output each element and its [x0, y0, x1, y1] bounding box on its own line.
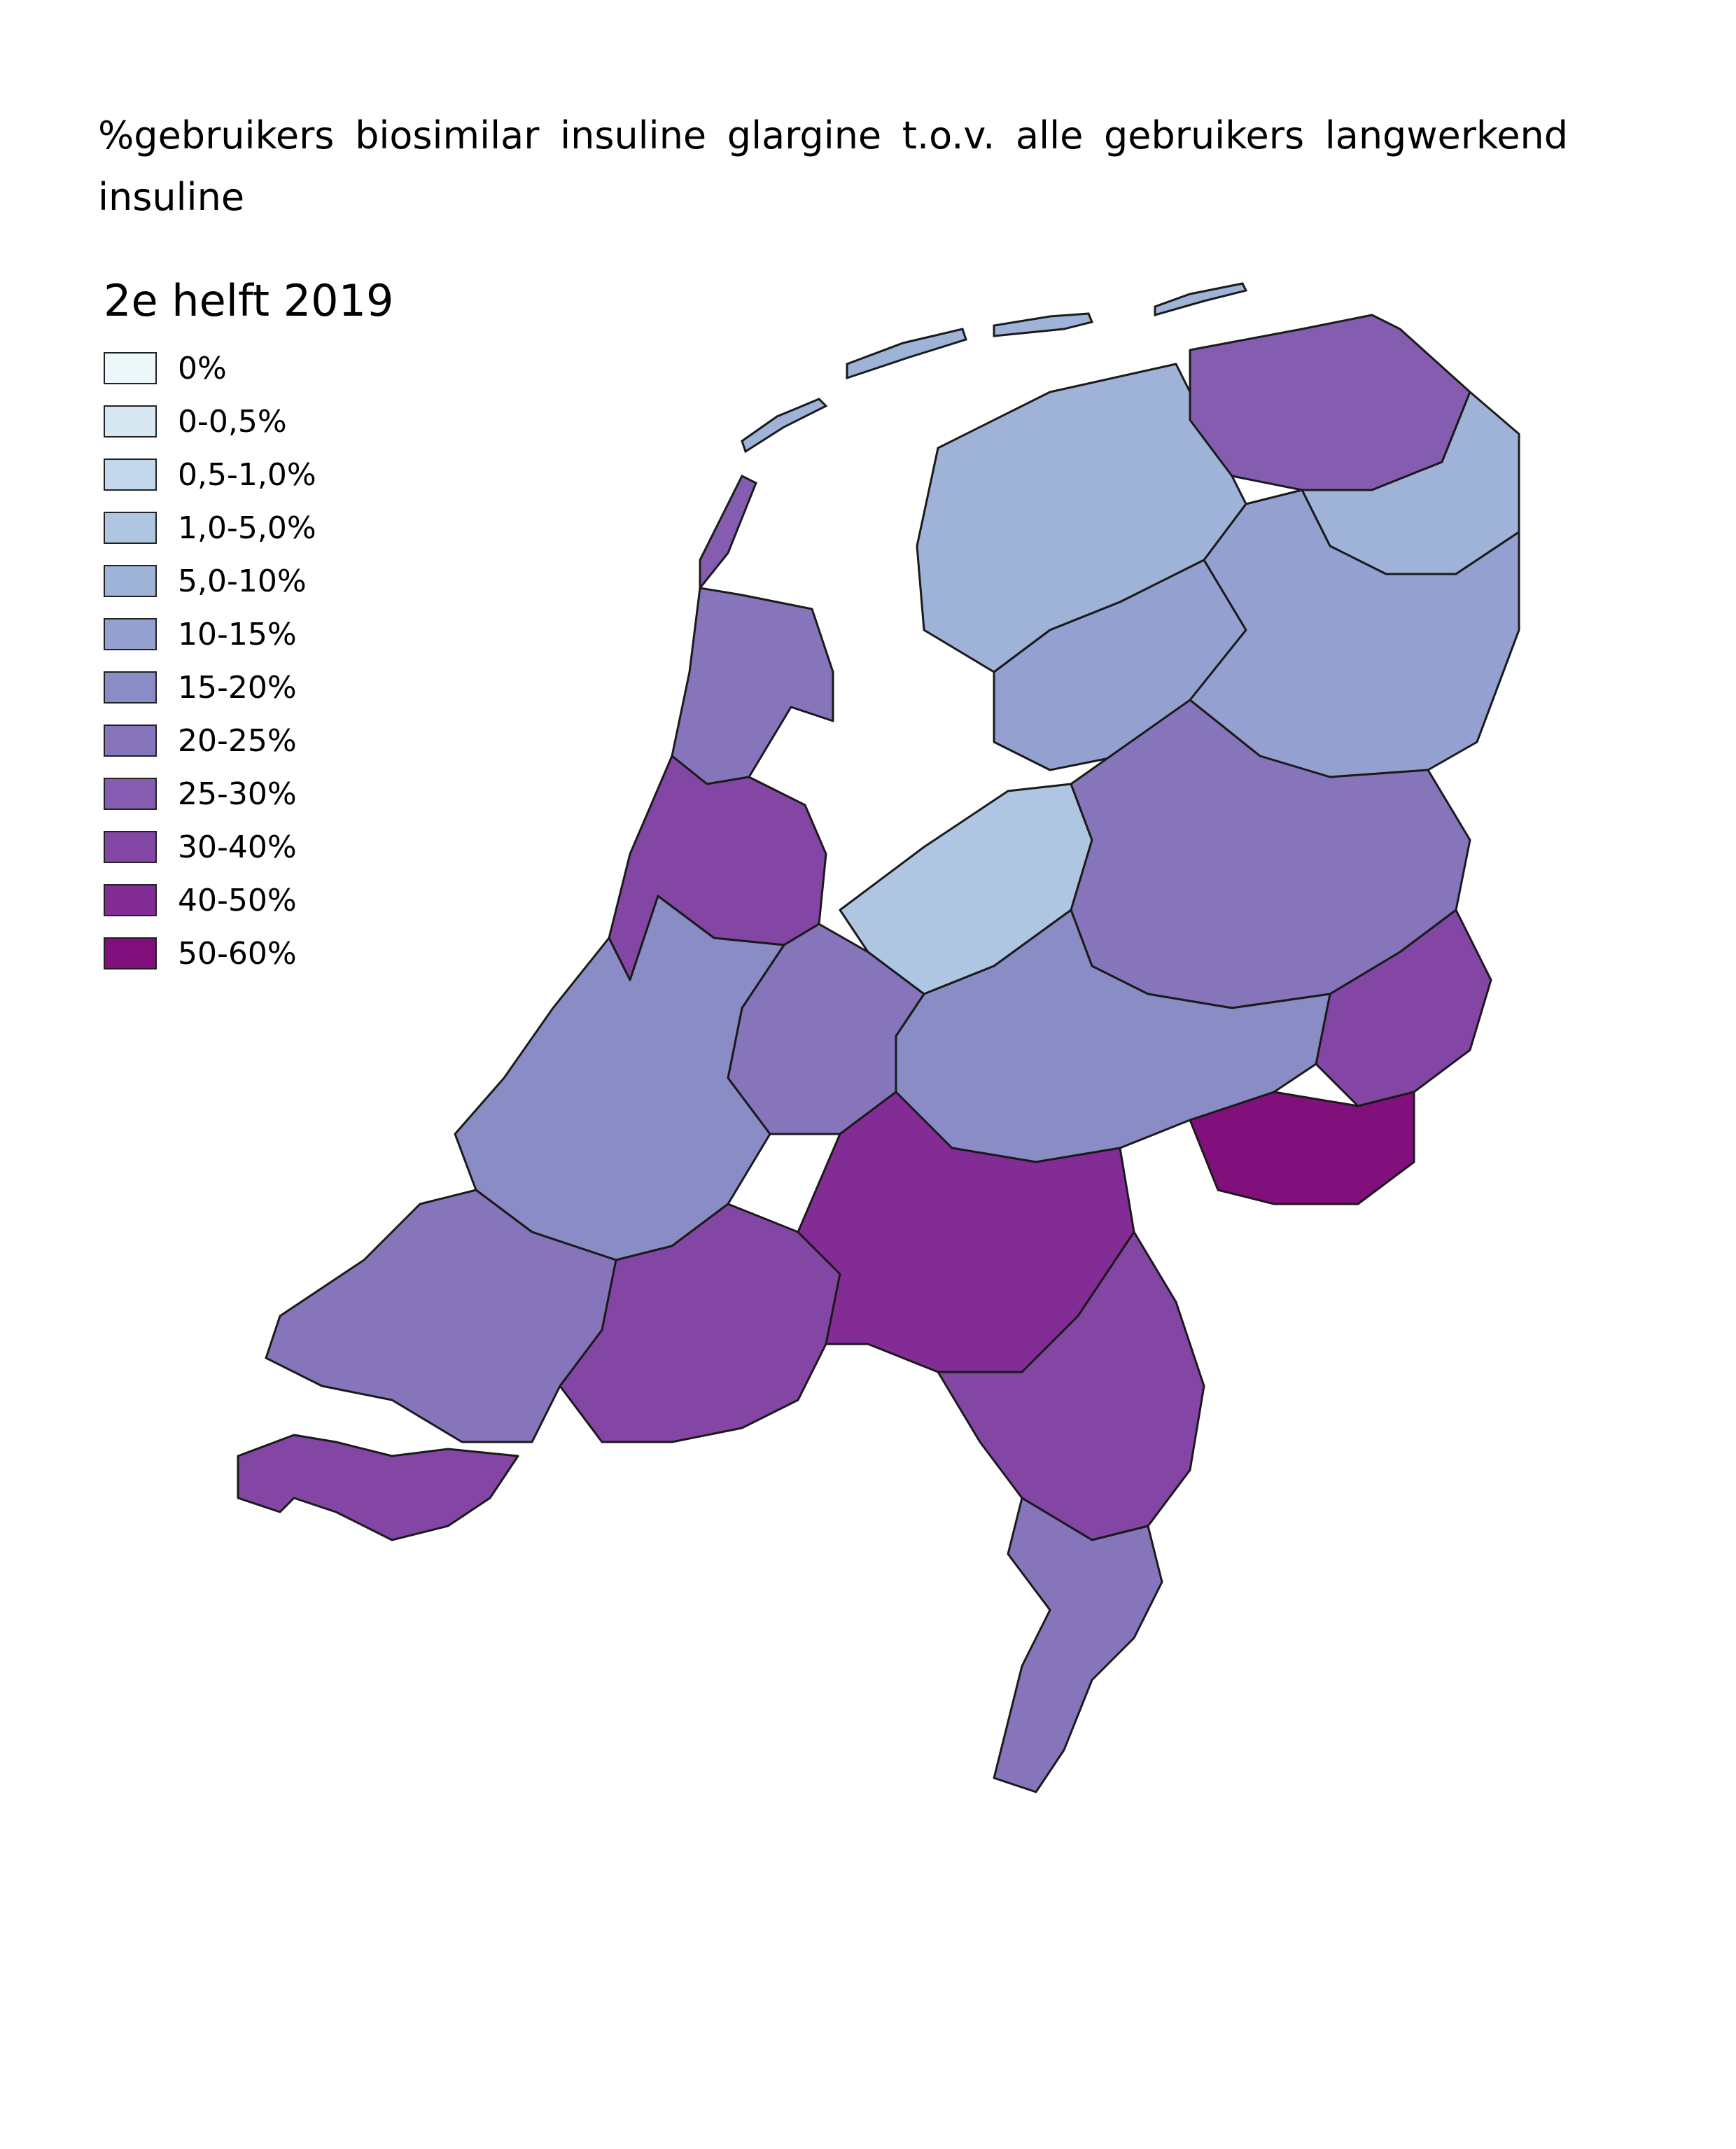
region-friesland-zuid — [993, 559, 1247, 771]
region-zeeuws-vlaanderen — [237, 1434, 519, 1541]
island-schiermonnikoog — [1154, 282, 1248, 316]
region-noord-brabant-west — [559, 1203, 841, 1443]
legend-label: 0% — [178, 350, 227, 386]
legend-item: 15-20% — [104, 661, 394, 714]
legend-label: 10-15% — [178, 616, 297, 652]
legend-item: 5,0-10% — [104, 554, 394, 608]
region-limburg-noord — [937, 1231, 1205, 1541]
region-overijssel — [1070, 699, 1471, 1009]
legend-item: 50-60% — [104, 927, 394, 980]
region-groningen-noordoost — [1189, 314, 1471, 491]
legend-swatch — [104, 671, 157, 704]
region-noord-brabant-oost — [797, 1091, 1135, 1373]
legend-item: 0,5-1,0% — [104, 448, 394, 501]
legend-label: 0-0,5% — [178, 403, 287, 440]
region-gelderland-midden — [895, 909, 1331, 1163]
island-texel — [699, 474, 757, 592]
legend-swatch — [104, 458, 157, 491]
legend-item: 0% — [104, 342, 394, 395]
region-flevoland — [839, 783, 1093, 995]
region-noord-holland-zuid — [608, 755, 827, 981]
legend-label: 50-60% — [178, 935, 297, 972]
legend-swatch — [104, 937, 157, 969]
legend-item: 10-15% — [104, 608, 394, 661]
legend-item: 40-50% — [104, 874, 394, 927]
legend-label: 40-50% — [178, 882, 297, 918]
island-ameland — [993, 312, 1094, 337]
legend-label: 15-20% — [178, 669, 297, 706]
legend-item: 1,0-5,0% — [104, 501, 394, 554]
legend-swatch — [104, 352, 157, 384]
legend-label: 20-25% — [178, 722, 297, 759]
legend-label: 5,0-10% — [178, 563, 307, 599]
legend-label: 0,5-1,0% — [178, 456, 316, 493]
region-limburg-zuid — [993, 1497, 1163, 1793]
legend-swatch — [104, 884, 157, 916]
legend-label: 30-40% — [178, 829, 297, 865]
map-title: %gebruikers biosimilar insuline glargine… — [98, 113, 1568, 219]
legend-item: 0-0,5% — [104, 395, 394, 448]
legend-items: 0% 0-0,5% 0,5-1,0% 1,0-5,0% 5,0-10% 10-15% 15-… — [104, 342, 394, 980]
legend-swatch — [104, 618, 157, 650]
region-zuid-holland — [454, 895, 785, 1261]
legend-item: 20-25% — [104, 714, 394, 767]
region-zeeland — [265, 1189, 617, 1443]
region-drenthe — [1189, 489, 1520, 778]
region-achterhoek — [1189, 1091, 1415, 1205]
legend-swatch — [104, 565, 157, 597]
legend-swatch — [104, 724, 157, 757]
region-friesland-noord — [916, 363, 1247, 673]
legend: 2e helft 2019 0% 0-0,5% 0,5-1,0% 1,0-5,0% 5,… — [104, 273, 394, 980]
legend-swatch — [104, 512, 157, 544]
region-twente-zuid — [1315, 909, 1492, 1107]
legend-item: 25-30% — [104, 767, 394, 820]
legend-label: 1,0-5,0% — [178, 510, 316, 546]
legend-swatch — [104, 831, 157, 863]
region-groningen-oost — [1301, 391, 1520, 575]
island-vlieland — [741, 398, 828, 454]
region-utrecht — [727, 923, 925, 1135]
legend-label: 25-30% — [178, 776, 297, 812]
legend-swatch — [104, 778, 157, 810]
legend-swatch — [104, 405, 157, 438]
legend-item: 30-40% — [104, 820, 394, 874]
legend-title: 2e helft 2019 — [104, 275, 394, 326]
region-noord-holland-noord — [671, 587, 834, 785]
island-terschelling — [846, 328, 967, 380]
